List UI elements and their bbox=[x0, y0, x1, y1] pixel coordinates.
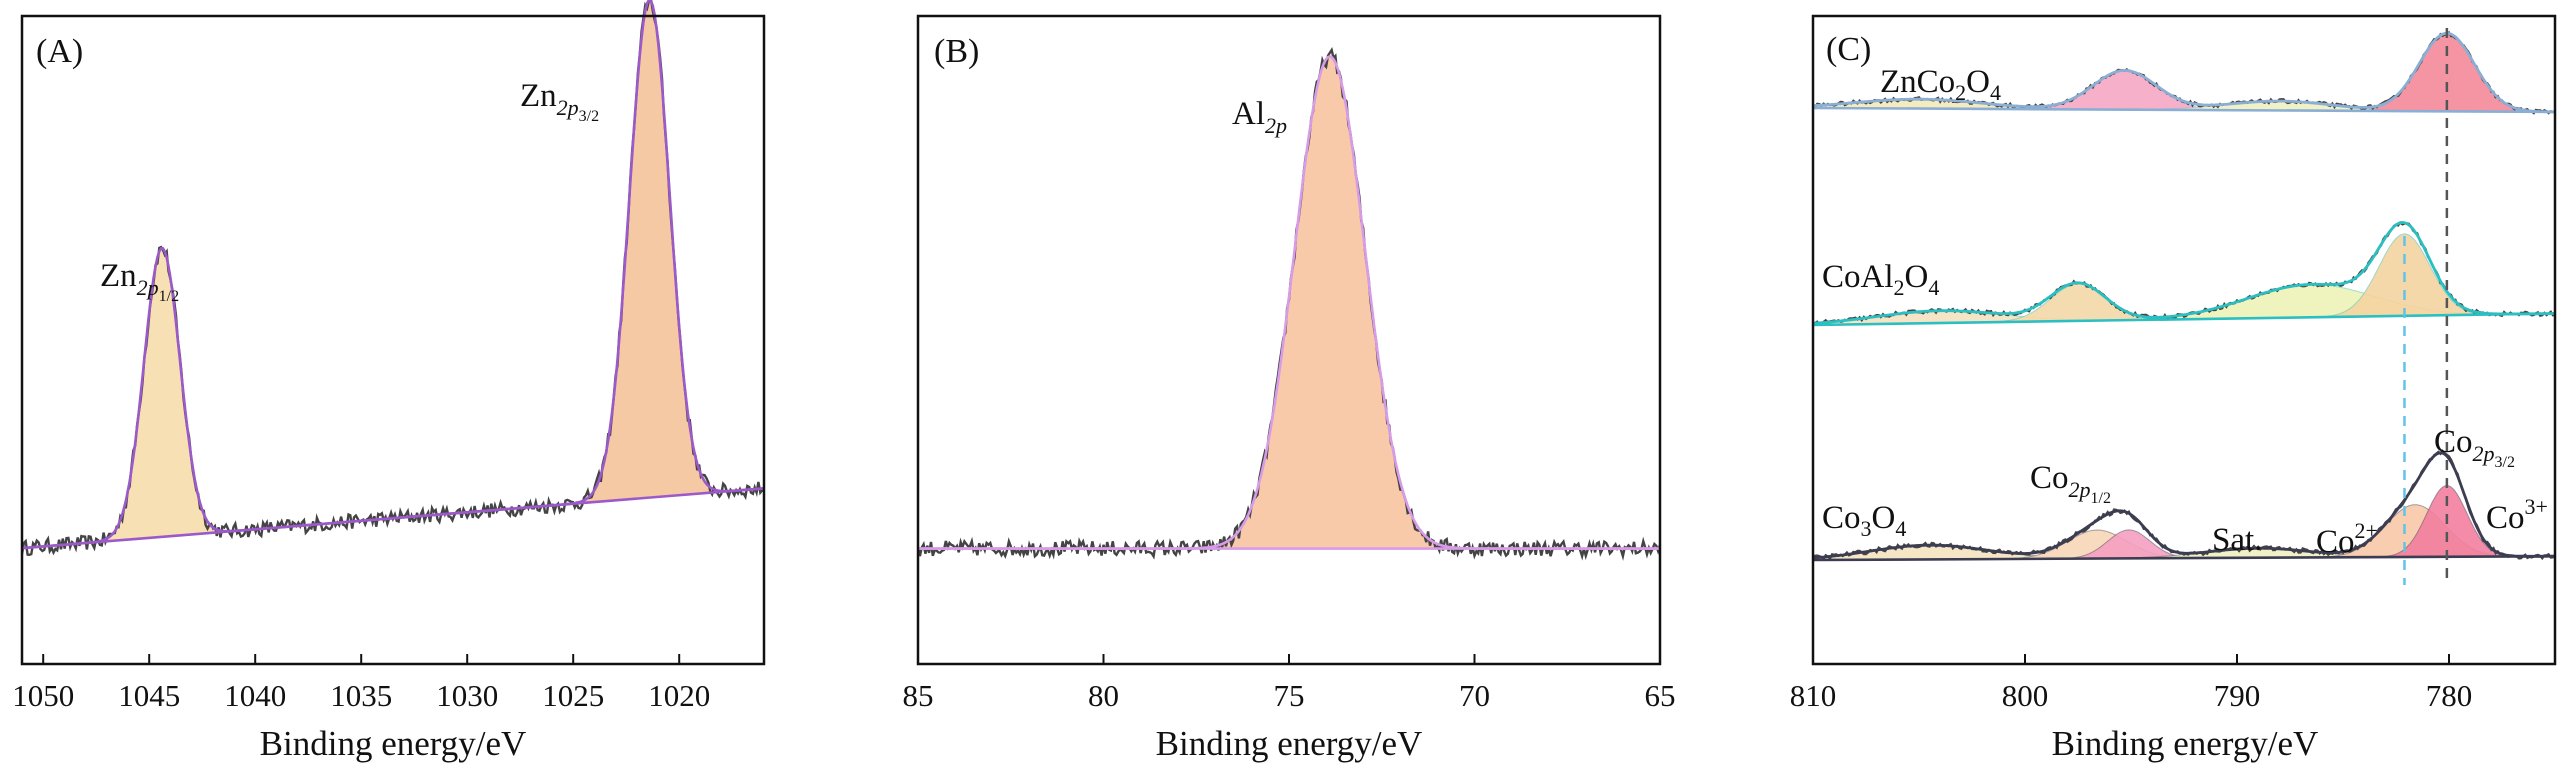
x-tick-label: 1025 bbox=[542, 678, 604, 713]
series-label-coal2o4: CoAl2O4 bbox=[1822, 259, 1939, 300]
x-tick-label: 790 bbox=[2214, 678, 2261, 713]
peak-label-co2p32-subsub: 3/2 bbox=[2495, 454, 2515, 471]
peak-label-zn2p12-subsub: 1/2 bbox=[159, 288, 179, 305]
series-label-znco2o4: ZnCo2O4 bbox=[1880, 64, 2001, 105]
series-label-co3o4: Co3O4 bbox=[1822, 500, 1906, 541]
series-label-coal2o4-s2: 4 bbox=[1928, 275, 1939, 300]
panel-a: 1050 1045 1040 1035 1030 1025 1020 (A) Binding… bbox=[12, 0, 766, 763]
x-tick-label: 85 bbox=[903, 678, 934, 713]
panel-a-frame bbox=[20, 14, 766, 666]
x-tick-label: 80 bbox=[1088, 678, 1119, 713]
peak-label-co2p12-base: Co bbox=[2030, 460, 2069, 496]
x-tick-label: 1030 bbox=[436, 678, 498, 713]
peak-label-co2p32: Co2p3/2 bbox=[2434, 424, 2515, 471]
series-label-znco2o4-a: ZnCo bbox=[1880, 64, 1955, 100]
panel-c-frame bbox=[1811, 14, 2557, 666]
x-tick-label: 810 bbox=[1790, 678, 1837, 713]
peak-label-zn2p32-sub: 2p bbox=[557, 95, 579, 120]
background-line bbox=[1812, 106, 2556, 114]
peak-label-co2plus: Co2+ bbox=[2316, 518, 2378, 560]
peak-label-zn2p32-subsub: 3/2 bbox=[579, 108, 599, 125]
fit-envelope-line bbox=[1812, 31, 2556, 114]
panel-b: 85 80 75 70 65 (B) Binding energy/eV Al2p bbox=[903, 14, 1676, 763]
x-tick-label: 1020 bbox=[648, 678, 710, 713]
peak-label-co2plus-base: Co bbox=[2316, 524, 2355, 560]
series-label-co3o4-b: O bbox=[1872, 500, 1896, 536]
x-tick-label: 780 bbox=[2426, 678, 2473, 713]
x-tick-label: 1045 bbox=[118, 678, 180, 713]
x-tick-label: 800 bbox=[2002, 678, 2049, 713]
peak-label-co3plus-sup: 3+ bbox=[2525, 494, 2548, 519]
x-tick-label: 1040 bbox=[224, 678, 286, 713]
panel-b-label: (B) bbox=[934, 33, 979, 70]
panel-a-xlabel: Binding energy/eV bbox=[260, 724, 527, 763]
peak-label-al2p: Al2p bbox=[1232, 96, 1287, 138]
peak-label-co3plus: Co3+ bbox=[2486, 494, 2548, 536]
peak-label-sat: Sat. bbox=[2212, 522, 2262, 558]
peak-label-al2p-sub: 2p bbox=[1265, 113, 1287, 138]
background-line bbox=[21, 487, 765, 550]
peak-label-zn2p32-base: Zn bbox=[520, 78, 557, 114]
background-line bbox=[1812, 554, 2556, 562]
peak-label-co2p32-base: Co bbox=[2434, 424, 2473, 460]
peak-label-zn2p12-base: Zn bbox=[100, 258, 137, 294]
series-label-coal2o4-b: O bbox=[1905, 259, 1929, 295]
peak-label-zn2p12: Zn2p1/2 bbox=[100, 258, 179, 305]
panel-a-label: (A) bbox=[36, 33, 83, 70]
x-tick-label: 75 bbox=[1274, 678, 1305, 713]
fit-envelope-line bbox=[1812, 451, 2555, 560]
panel-c-label: (C) bbox=[1826, 31, 1871, 68]
x-tick-label: 1050 bbox=[12, 678, 74, 713]
x-tick-label: 70 bbox=[1459, 678, 1490, 713]
peak-label-zn2p32: Zn2p3/2 bbox=[520, 78, 599, 125]
x-tick-label: 65 bbox=[1645, 678, 1676, 713]
series-label-coal2o4-s1: 2 bbox=[1894, 275, 1905, 300]
fit-envelope-line bbox=[1812, 220, 2555, 325]
peak-label-zn2p12-sub: 2p bbox=[137, 275, 159, 300]
peak-label-co3plus-base: Co bbox=[2486, 500, 2525, 536]
panel-c: 810 800 790 780 (C) Binding energy/eV ZnCo2… bbox=[1790, 14, 2557, 763]
peak-label-co2p32-sub: 2p bbox=[2473, 441, 2495, 466]
peak-component bbox=[22, 248, 764, 549]
peak-label-co2plus-sup: 2+ bbox=[2355, 518, 2378, 543]
series-label-co3o4-a: Co bbox=[1822, 500, 1861, 536]
series-label-znco2o4-b: O bbox=[1966, 64, 1990, 100]
series-label-co3o4-s1: 3 bbox=[1861, 516, 1872, 541]
peak-label-co2p12-sub: 2p bbox=[2069, 477, 2091, 502]
peak-label-co2p12: Co2p1/2 bbox=[2030, 460, 2111, 507]
peak-label-co2p12-subsub: 1/2 bbox=[2091, 490, 2111, 507]
peak-label-al2p-base: Al bbox=[1232, 96, 1265, 132]
x-tick-label: 1035 bbox=[330, 678, 392, 713]
series-label-znco2o4-s1: 2 bbox=[1955, 80, 1966, 105]
series-label-znco2o4-s2: 4 bbox=[1990, 80, 2001, 105]
series-label-co3o4-s2: 4 bbox=[1895, 516, 1906, 541]
background-line bbox=[1812, 312, 2556, 327]
series-label-coal2o4-a: CoAl bbox=[1822, 259, 1894, 295]
panel-b-xlabel: Binding energy/eV bbox=[1156, 724, 1423, 763]
panel-c-xlabel: Binding energy/eV bbox=[2052, 724, 2319, 763]
